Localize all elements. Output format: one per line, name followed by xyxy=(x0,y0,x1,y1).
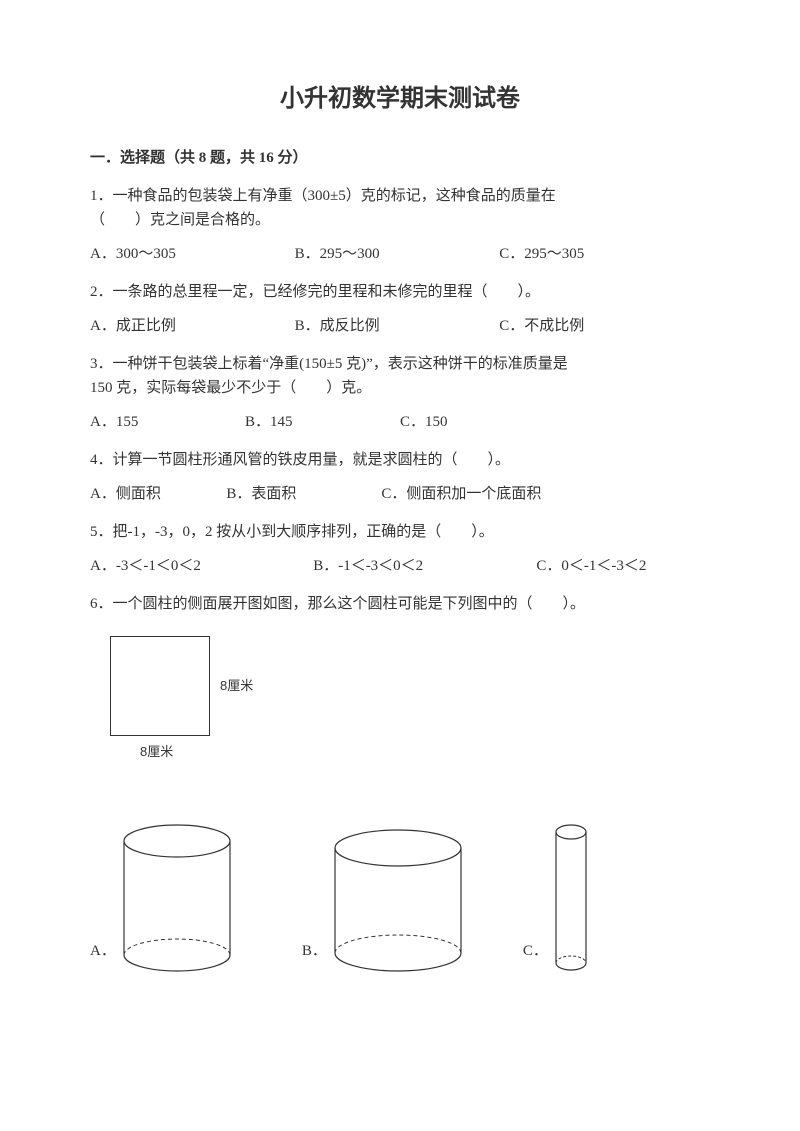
q6-option-b-label: B． xyxy=(302,939,327,963)
cylinder-c-icon xyxy=(554,823,588,973)
q1-option-a: A．300～305 xyxy=(90,242,295,266)
q6-option-a-label: A． xyxy=(90,939,116,963)
q5-option-b: B．-1＜-3＜0＜2 xyxy=(313,554,536,578)
square-dim-right: 8厘米 xyxy=(220,676,253,697)
q1-line1: 1．一种食品的包装袋上有净重（300±5）克的标记，这种食品的质量在 xyxy=(90,184,710,208)
q2-option-a: A．成正比例 xyxy=(90,314,295,338)
q1-line2: （ ）克之间是合格的。 xyxy=(90,208,710,232)
q6-cylinder-options: A． B． C． xyxy=(90,823,710,973)
q3-line1: 3．一种饼干包装袋上标着“净重(150±5 克)”，表示这种饼干的标准质量是 xyxy=(90,352,710,376)
square-shape xyxy=(110,636,210,736)
section-header: 一．选择题（共 8 题，共 16 分） xyxy=(90,146,710,170)
q4-option-a: A．侧面积 xyxy=(90,482,226,506)
question-4: 4．计算一节圆柱形通风管的铁皮用量，就是求圆柱的（ ）。 A．侧面积 B．表面积… xyxy=(90,448,710,506)
q4-option-b: B．表面积 xyxy=(226,482,381,506)
q3-option-a: A．155 xyxy=(90,410,245,434)
q6-figure-square: 8厘米 8厘米 xyxy=(110,636,710,763)
question-5: 5．把-1，-3，0，2 按从小到大顺序排列，正确的是（ ）。 A．-3＜-1＜… xyxy=(90,520,710,578)
cylinder-a-icon xyxy=(122,823,232,973)
q6-option-b-group: B． xyxy=(302,828,463,973)
cylinder-b-icon xyxy=(333,828,463,973)
q5-option-a: A．-3＜-1＜0＜2 xyxy=(90,554,313,578)
question-2: 2．一条路的总里程一定，已经修完的里程和未修完的里程（ ）。 A．成正比例 B．… xyxy=(90,280,710,338)
q5-text: 5．把-1，-3，0，2 按从小到大顺序排列，正确的是（ ）。 xyxy=(90,520,710,544)
q4-text: 4．计算一节圆柱形通风管的铁皮用量，就是求圆柱的（ ）。 xyxy=(90,448,710,472)
q3-line2: 150 克，实际每袋最少不少于（ ）克。 xyxy=(90,376,710,400)
q2-text: 2．一条路的总里程一定，已经修完的里程和未修完的里程（ ）。 xyxy=(90,280,710,304)
question-1: 1．一种食品的包装袋上有净重（300±5）克的标记，这种食品的质量在 （ ）克之… xyxy=(90,184,710,266)
q3-option-b: B．145 xyxy=(245,410,400,434)
q2-option-c: C．不成比例 xyxy=(499,314,704,338)
q6-option-a-group: A． xyxy=(90,823,232,973)
q6-text: 6．一个圆柱的侧面展开图如图，那么这个圆柱可能是下列图中的（ ）。 xyxy=(90,592,710,616)
question-3: 3．一种饼干包装袋上标着“净重(150±5 克)”，表示这种饼干的标准质量是 1… xyxy=(90,352,710,434)
question-6: 6．一个圆柱的侧面展开图如图，那么这个圆柱可能是下列图中的（ ）。 8厘米 8厘… xyxy=(90,592,710,973)
square-dim-bottom: 8厘米 xyxy=(140,742,710,763)
q1-option-c: C．295～305 xyxy=(499,242,704,266)
q4-option-c: C．侧面积加一个底面积 xyxy=(381,482,691,506)
q2-option-b: B．成反比例 xyxy=(295,314,500,338)
page-title: 小升初数学期末测试卷 xyxy=(90,80,710,118)
q6-option-c-group: C． xyxy=(523,823,588,973)
q5-option-c: C．0＜-1＜-3＜2 xyxy=(536,554,710,578)
q1-option-b: B．295～300 xyxy=(295,242,500,266)
q6-option-c-label: C． xyxy=(523,939,548,963)
q3-option-c: C．150 xyxy=(400,410,555,434)
